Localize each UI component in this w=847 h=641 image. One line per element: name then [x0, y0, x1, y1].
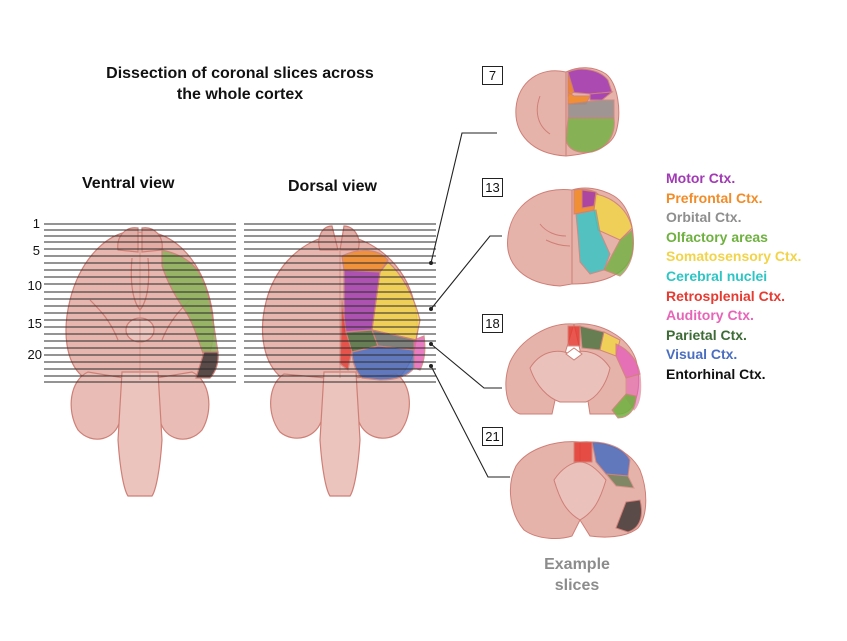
legend-olfactory-areas: Olfactory areas: [666, 228, 768, 245]
slice-21-section: [510, 441, 647, 539]
slice-number-15: 15: [27, 316, 42, 331]
slice-number-10: 10: [27, 278, 42, 293]
example-label-line-2: slices: [554, 577, 600, 594]
legend-retrosplenial-ctx: Retrosplenial Ctx.: [666, 287, 786, 304]
legend-auditory-ctx: Auditory Ctx.: [666, 307, 754, 324]
slice-lines-ventral: [44, 223, 236, 383]
legend-prefrontal-ctx: Prefrontal Ctx.: [666, 189, 763, 206]
example-label-line-1: Example: [544, 556, 610, 573]
connector-dots: [429, 261, 433, 368]
legend-somatosensory-ctx: Somatosensory Ctx.: [666, 248, 802, 265]
slice-18-section: [505, 323, 642, 419]
example-slices-label: Example slices: [517, 554, 637, 596]
slice-number-5: 5: [32, 243, 40, 258]
slice-label-7: 7: [482, 66, 503, 85]
legend-orbital-ctx: Orbital Ctx.: [666, 209, 742, 226]
region-legend: Motor Ctx. Prefrontal Ctx. Orbital Ctx. …: [666, 169, 801, 385]
legend-parietal-ctx: Parietal Ctx.: [666, 326, 747, 343]
legend-visual-ctx: Visual Ctx.: [666, 346, 738, 363]
dorsal-view-label: Dorsal view: [288, 178, 377, 195]
figure-title: Dissection of coronal slices across the …: [70, 63, 410, 105]
legend-cerebral-nuclei: Cerebral nuclei: [666, 267, 768, 284]
slice-7-section: [515, 67, 620, 157]
ventral-brain: [65, 227, 219, 497]
slice-label-21: 21: [482, 427, 503, 446]
slice-number-1: 1: [32, 216, 40, 231]
legend-entorhinal-ctx: Entorhinal Ctx.: [666, 365, 766, 382]
slice-label-13: 13: [482, 178, 503, 197]
dorsal-brain: [261, 225, 426, 497]
connector-lines: [430, 132, 510, 478]
ventral-view-label: Ventral view: [82, 175, 175, 192]
slice-number-20: 20: [27, 347, 42, 362]
legend-motor-ctx: Motor Ctx.: [666, 170, 736, 186]
title-line-1: Dissection of coronal slices across: [106, 65, 374, 82]
slice-label-18: 18: [482, 314, 503, 333]
title-line-2: the whole cortex: [176, 86, 304, 103]
slice-lines-dorsal: [244, 223, 436, 383]
slice-13-section: [507, 187, 634, 287]
